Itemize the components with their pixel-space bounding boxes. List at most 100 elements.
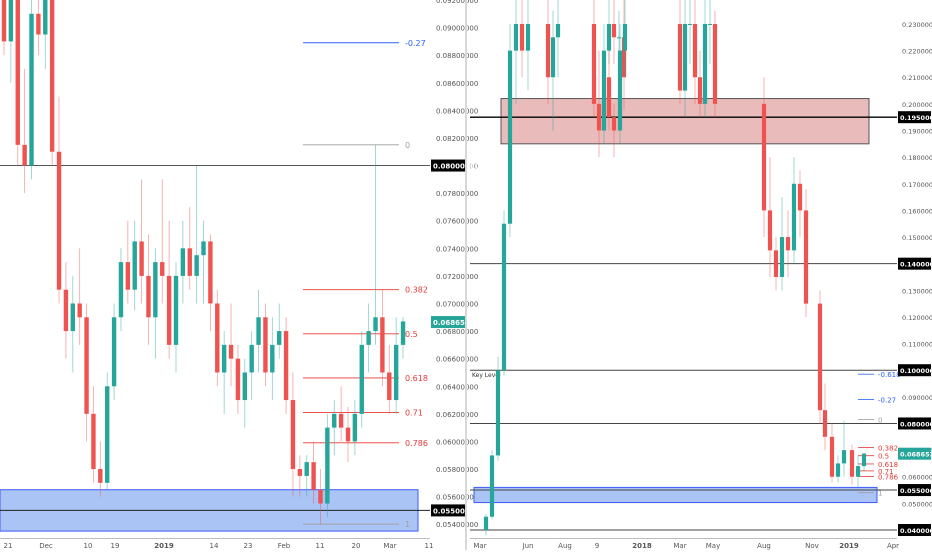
left-x-tick-label: 11 bbox=[316, 542, 325, 550]
left-candle-body bbox=[318, 489, 323, 504]
left-candle-body bbox=[29, 13, 34, 166]
left-candle-body bbox=[304, 462, 309, 476]
right-candle-body bbox=[712, 23, 718, 104]
right-candle-body bbox=[761, 103, 767, 211]
right-x-tick-label: 9 bbox=[595, 542, 599, 550]
right-level-tag: 0.05500000 bbox=[900, 487, 932, 495]
right-key-level-text: Key Level bbox=[472, 372, 501, 379]
right-candle-body bbox=[817, 303, 823, 411]
right-candle-body bbox=[622, 23, 628, 51]
left-price-tag: 0.06865396 bbox=[433, 319, 480, 327]
left-candle-body bbox=[194, 255, 199, 276]
right-candle-body bbox=[555, 23, 561, 38]
left-candle-body bbox=[146, 275, 151, 318]
right-x-tick-label: Nov bbox=[805, 542, 819, 550]
right-y-tick-label: 0.06000000 bbox=[902, 474, 932, 482]
left-level-tag: 0.08000000 bbox=[433, 163, 480, 171]
right-level-tag-bg bbox=[898, 484, 931, 497]
right-candle-body bbox=[489, 455, 495, 517]
left-candle-body bbox=[22, 144, 27, 166]
left-candle-body bbox=[139, 241, 144, 276]
right-y-tick-label: 0.20000000 bbox=[902, 101, 932, 109]
right-candle-body bbox=[501, 223, 507, 371]
right-level-tag: 0.14000000 bbox=[900, 261, 932, 269]
right-candle-body bbox=[621, 37, 627, 78]
right-candle-body bbox=[606, 77, 612, 118]
right-candle-body bbox=[692, 23, 698, 78]
left-candle-body bbox=[263, 317, 268, 373]
left-x-tick-label: 14 bbox=[210, 542, 219, 550]
right-candle-body bbox=[611, 23, 617, 38]
left-y-tick-label: 0.08400000 bbox=[436, 107, 478, 115]
left-y-tick-label: 0.07600000 bbox=[436, 218, 478, 226]
right-candle-body bbox=[803, 210, 809, 304]
left-axis-bg bbox=[430, 0, 465, 550]
left-y-tick-label: 0.05800000 bbox=[436, 466, 478, 474]
right-candle-body bbox=[519, 23, 525, 51]
left-candle-body bbox=[208, 241, 213, 304]
left-level2-tag: 0.05500000 bbox=[433, 507, 480, 515]
left-candle-body bbox=[325, 427, 330, 504]
right-candle-body bbox=[550, 37, 556, 78]
left-y-tick-label: 0.06600000 bbox=[436, 356, 478, 364]
right-candle-body bbox=[779, 237, 785, 277]
left-candle-body bbox=[1, 0, 7, 42]
left-y-tick-label: 0.08200000 bbox=[436, 135, 478, 143]
left-price-tag-bg bbox=[431, 316, 465, 329]
left-y-tick-label: 0.05600000 bbox=[436, 494, 478, 502]
right-price-tag-bg bbox=[898, 447, 931, 460]
left-x-tick-label: 11 bbox=[425, 542, 434, 550]
left-candle-body bbox=[338, 413, 344, 428]
left-x-tick-label: Mar bbox=[383, 542, 396, 550]
left-y-tick-label: 0.06000000 bbox=[436, 438, 478, 446]
right-candle-body bbox=[507, 50, 513, 224]
right-candle-body bbox=[483, 516, 489, 531]
right-y-tick-label: 0.16000000 bbox=[902, 207, 932, 215]
left-fib-label: 0.71 bbox=[405, 408, 423, 417]
right-candle-body bbox=[596, 103, 602, 131]
left-fib-label: -0.27 bbox=[405, 39, 426, 48]
right-price-tag: 0.06865396 bbox=[900, 451, 932, 459]
left-y-tick-label: 0.08800000 bbox=[436, 52, 478, 60]
left-fib-label: 0.618 bbox=[405, 374, 428, 383]
left-candle-body bbox=[173, 275, 179, 345]
right-candle-body bbox=[707, 23, 713, 25]
left-candle-body bbox=[166, 275, 172, 345]
right-fib-label: 0.618 bbox=[878, 461, 898, 469]
left-candle-body bbox=[153, 262, 158, 318]
right-candle-body bbox=[849, 450, 855, 477]
left-candle-body bbox=[242, 372, 247, 401]
left-candle-body bbox=[235, 358, 241, 401]
right-support-zone bbox=[473, 486, 878, 504]
right-candle-body bbox=[611, 117, 617, 131]
left-fib-label: 0 bbox=[405, 141, 410, 150]
left-x-tick-label: 10 bbox=[84, 542, 93, 550]
left-candle-body bbox=[283, 331, 289, 401]
right-candle-body bbox=[829, 436, 835, 477]
left-candle-body bbox=[43, 0, 48, 35]
left-x-tick-label: Dec bbox=[39, 542, 53, 550]
right-fib-label: 1 bbox=[878, 490, 882, 498]
right-candle-body bbox=[861, 453, 867, 467]
left-candle-body bbox=[36, 13, 41, 35]
left-candle-body bbox=[215, 303, 220, 373]
left-candle-body bbox=[311, 462, 316, 490]
left-fib-label: 0.5 bbox=[405, 330, 418, 339]
right-fib-label: -0.618 bbox=[878, 371, 901, 379]
right-y-tick-label: 0.13000000 bbox=[902, 287, 932, 295]
right-x-tick-label: 2019 bbox=[839, 542, 859, 550]
right-y-tick-label: 0.15000000 bbox=[902, 234, 932, 242]
panel-divider[interactable] bbox=[465, 0, 467, 550]
right-level-tag-bg bbox=[898, 364, 931, 377]
left-y-tick-label: 0.07400000 bbox=[436, 245, 478, 253]
right-fib-label: 0.5 bbox=[878, 453, 889, 461]
right-candle-body bbox=[687, 23, 693, 25]
left-candle-body bbox=[132, 241, 137, 290]
right-y-tick-label: 0.21000000 bbox=[902, 74, 932, 82]
left-y-tick-label: 0.07000000 bbox=[436, 300, 478, 308]
left-candle-body bbox=[56, 151, 62, 290]
left-candle-body bbox=[387, 372, 392, 401]
left-candle-body bbox=[125, 262, 131, 290]
right-x-tick-label: Apr bbox=[887, 542, 899, 550]
left-candle-body bbox=[180, 248, 186, 276]
